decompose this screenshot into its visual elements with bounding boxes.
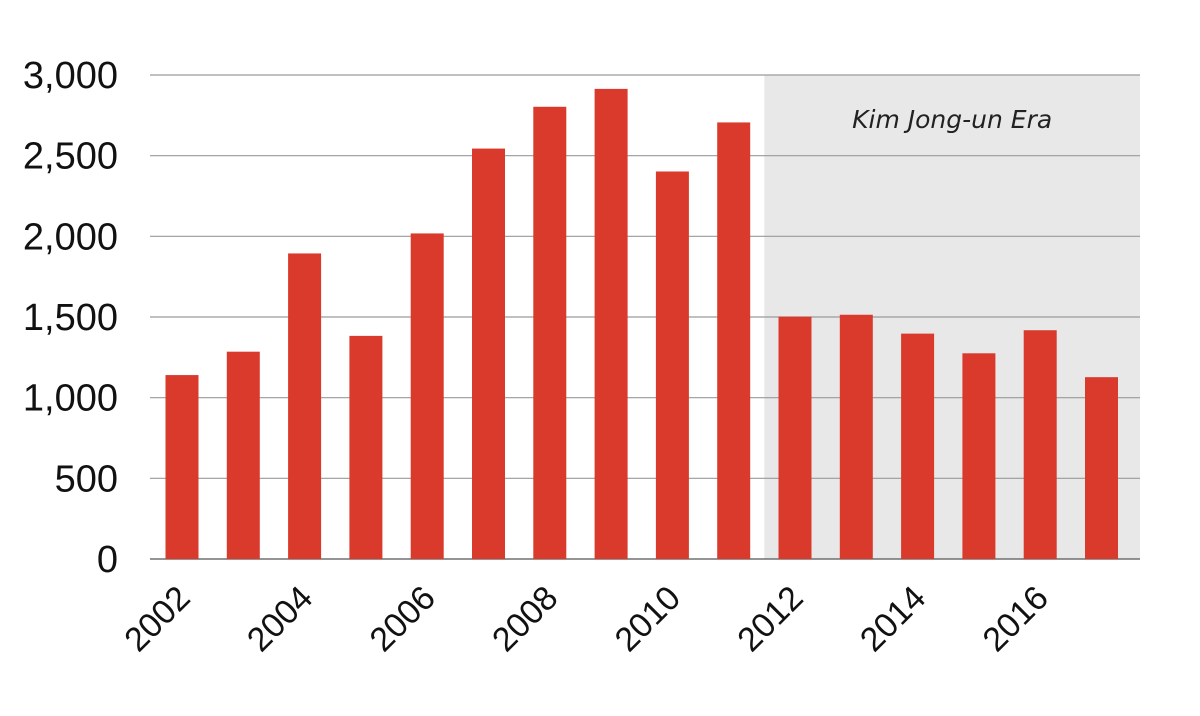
y-tick-label: 1,500 bbox=[23, 297, 118, 339]
bar-2007 bbox=[472, 148, 505, 559]
bar-2008 bbox=[533, 106, 567, 560]
x-tick-label: 2012 bbox=[730, 579, 810, 659]
bar-2002 bbox=[165, 375, 199, 559]
bar-2016 bbox=[1023, 330, 1057, 559]
x-tick-label: 2002 bbox=[117, 579, 197, 659]
x-tick-label: 2008 bbox=[485, 579, 565, 659]
x-tick-label: 2004 bbox=[240, 579, 320, 659]
y-tick-label: 2,000 bbox=[23, 216, 118, 258]
bar-2004 bbox=[288, 253, 322, 559]
bar-2010 bbox=[655, 171, 689, 559]
y-tick-label: 3,000 bbox=[23, 55, 118, 97]
bar-2014 bbox=[901, 333, 935, 559]
x-axis-ticks: 2002 2004 2006 2008 2010 2012 2014 2016 bbox=[117, 579, 1056, 659]
era-label: Kim Jong-un Era bbox=[852, 105, 1052, 134]
bar-2017 bbox=[1085, 377, 1118, 559]
y-axis-ticks: 0 500 1,000 1,500 2,000 2,500 3,000 bbox=[23, 55, 118, 581]
y-tick-label: 0 bbox=[97, 539, 118, 581]
bar-2015 bbox=[962, 353, 996, 559]
x-tick-label: 2014 bbox=[853, 579, 933, 659]
y-tick-label: 2,500 bbox=[23, 136, 118, 178]
bars bbox=[165, 88, 1118, 560]
bar-2012 bbox=[778, 316, 812, 559]
x-tick-label: 2010 bbox=[608, 579, 688, 659]
bar-2009 bbox=[594, 88, 628, 559]
x-tick-label: 2006 bbox=[363, 579, 443, 659]
y-tick-label: 1,000 bbox=[23, 378, 118, 420]
bar-2011 bbox=[717, 122, 751, 559]
bar-2006 bbox=[410, 233, 444, 560]
bar-2003 bbox=[226, 351, 260, 559]
bar-2013 bbox=[839, 314, 873, 559]
bar-2005 bbox=[349, 335, 383, 559]
x-tick-label: 2016 bbox=[976, 579, 1056, 659]
y-tick-label: 500 bbox=[55, 458, 118, 500]
